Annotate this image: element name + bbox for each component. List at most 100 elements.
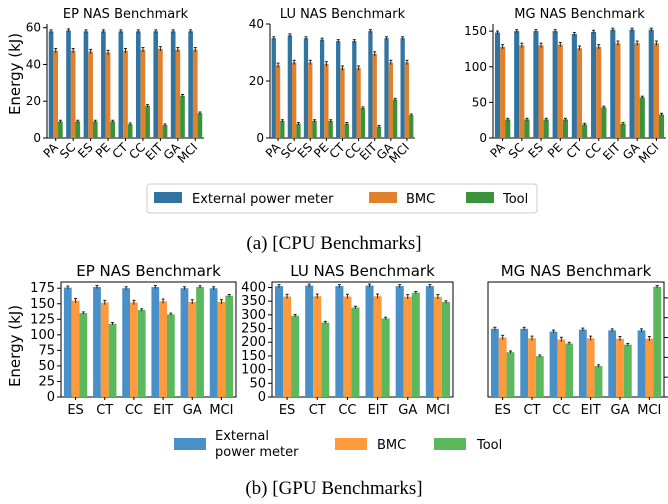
legend-gpu: External power meter BMC Tool	[174, 429, 502, 460]
bar	[586, 338, 595, 397]
legend-label-bmc: BMC	[377, 438, 406, 453]
bar	[324, 63, 329, 138]
x-tick-label: MCI	[426, 403, 450, 418]
bar	[578, 329, 587, 397]
bar	[498, 337, 507, 397]
bar	[283, 296, 292, 397]
x-tick-label: CT	[564, 140, 585, 161]
bar	[514, 31, 520, 138]
bar	[610, 29, 616, 139]
bar	[634, 43, 640, 138]
x-tick-label: EIT	[581, 403, 601, 418]
bar	[591, 31, 597, 138]
bar	[196, 286, 204, 397]
bar	[101, 31, 106, 138]
bar	[118, 31, 124, 138]
legend-swatch-bmc	[369, 192, 397, 203]
bar	[645, 338, 654, 397]
bar	[88, 51, 93, 139]
bar	[535, 356, 544, 397]
caption-cpu: (a) [CPU Benchmarks]	[246, 233, 421, 254]
bar	[110, 121, 116, 138]
bar	[615, 43, 621, 138]
bar	[441, 301, 450, 397]
bar	[303, 38, 309, 138]
bar	[135, 31, 141, 138]
bar	[594, 366, 603, 397]
bar	[188, 31, 193, 138]
bar	[162, 125, 168, 138]
bar	[533, 31, 539, 138]
x-tick-label: CC	[125, 403, 143, 418]
bar	[312, 120, 317, 138]
y-tick-label: 0	[258, 390, 266, 405]
bar	[403, 296, 412, 397]
chart-panel-1: EP NAS Benchmark0204060PASCESPECTCCEITGA…	[26, 7, 204, 166]
bar	[524, 119, 530, 138]
y-tick-label: 175	[30, 281, 55, 296]
bar	[520, 328, 529, 397]
legend-swatch-tool	[466, 192, 494, 203]
y-tick-label: 50	[472, 95, 487, 109]
y-tick-label: 300	[241, 308, 266, 323]
bar	[137, 309, 146, 397]
y-tick-label: 350	[241, 294, 266, 309]
legend-frame	[146, 183, 538, 214]
bar	[582, 124, 588, 138]
bar	[505, 119, 511, 138]
y-tick-label: 25	[38, 374, 55, 389]
chart-title: MG NAS Benchmark	[501, 262, 652, 280]
bar	[552, 31, 558, 138]
bar	[653, 43, 659, 138]
y-axis-label-bottom: Energy (kJ)	[6, 305, 24, 387]
bar	[192, 49, 198, 138]
bar	[373, 296, 382, 397]
bar	[180, 95, 185, 138]
bar	[108, 323, 117, 397]
bar	[639, 97, 645, 138]
y-tick-label: 0	[47, 390, 55, 405]
bar	[305, 285, 314, 397]
x-tick-label: PA	[487, 140, 508, 161]
chart-title: LU NAS Benchmark	[290, 262, 435, 280]
bar	[66, 30, 71, 138]
bar	[381, 318, 390, 397]
chart-title: LU NAS Benchmark	[280, 7, 406, 22]
legend-label-external-line2: power meter	[215, 445, 299, 460]
legend-label-external: External power meter	[192, 192, 334, 207]
y-tick-label: 20	[249, 74, 264, 88]
x-tick-label: PE	[545, 140, 565, 160]
legend-swatch-external	[174, 438, 206, 450]
x-tick-label: CC	[338, 403, 356, 418]
bar	[180, 288, 189, 397]
bar	[158, 48, 163, 138]
bar	[368, 31, 373, 138]
y-tick-label: 0	[479, 131, 487, 145]
bar	[170, 31, 176, 138]
plot-frame	[60, 281, 237, 398]
x-tick-label: MCI	[209, 403, 233, 418]
chart-panel-3: MG NAS Benchmark050100150PASCESPECTCCEIT…	[464, 7, 666, 166]
x-tick-label: CT	[96, 403, 113, 418]
x-tick-label: CT	[523, 403, 540, 418]
bar	[225, 295, 234, 397]
y-tick-label: 50	[38, 359, 55, 374]
bar	[351, 307, 360, 397]
bar	[365, 285, 374, 397]
chart-panel-5: LU NAS Benchmark 050100150200250300350400…	[241, 262, 454, 418]
bar	[79, 313, 88, 397]
bar	[528, 338, 536, 397]
charts-layer: EP NAS Benchmark0204060PASCESPECTCCEITGA…	[26, 7, 668, 418]
bar	[411, 292, 420, 397]
bar	[637, 330, 646, 397]
x-tick-label: CC	[582, 140, 604, 162]
y-tick-label: 40	[249, 17, 264, 31]
legend-swatch-bmc	[335, 438, 367, 450]
bar	[384, 38, 389, 138]
x-tick-label: CC	[552, 403, 570, 418]
bar	[356, 68, 361, 138]
bar	[105, 52, 111, 138]
bar	[571, 33, 577, 138]
bar	[83, 31, 89, 138]
